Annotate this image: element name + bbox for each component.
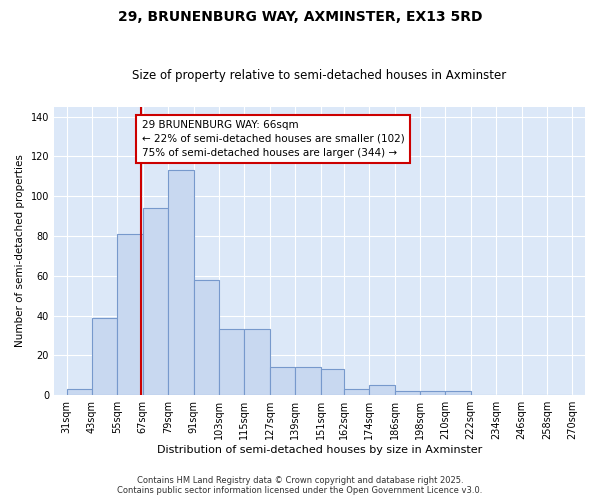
Bar bbox=[420, 391, 445, 395]
Bar bbox=[295, 367, 320, 395]
Bar bbox=[270, 367, 295, 395]
Bar bbox=[92, 318, 118, 395]
X-axis label: Distribution of semi-detached houses by size in Axminster: Distribution of semi-detached houses by … bbox=[157, 445, 482, 455]
Bar bbox=[369, 385, 395, 395]
Bar bbox=[118, 234, 143, 395]
Bar bbox=[194, 280, 219, 395]
Bar bbox=[445, 391, 471, 395]
Bar bbox=[320, 369, 344, 395]
Bar bbox=[67, 389, 92, 395]
Text: 29, BRUNENBURG WAY, AXMINSTER, EX13 5RD: 29, BRUNENBURG WAY, AXMINSTER, EX13 5RD bbox=[118, 10, 482, 24]
Bar bbox=[395, 391, 420, 395]
Bar bbox=[219, 330, 244, 395]
Bar bbox=[344, 389, 369, 395]
Text: 29 BRUNENBURG WAY: 66sqm
← 22% of semi-detached houses are smaller (102)
75% of : 29 BRUNENBURG WAY: 66sqm ← 22% of semi-d… bbox=[142, 120, 404, 158]
Bar bbox=[143, 208, 168, 395]
Bar bbox=[168, 170, 194, 395]
Title: Size of property relative to semi-detached houses in Axminster: Size of property relative to semi-detach… bbox=[133, 69, 506, 82]
Bar bbox=[244, 330, 270, 395]
Text: Contains HM Land Registry data © Crown copyright and database right 2025.
Contai: Contains HM Land Registry data © Crown c… bbox=[118, 476, 482, 495]
Y-axis label: Number of semi-detached properties: Number of semi-detached properties bbox=[15, 154, 25, 348]
